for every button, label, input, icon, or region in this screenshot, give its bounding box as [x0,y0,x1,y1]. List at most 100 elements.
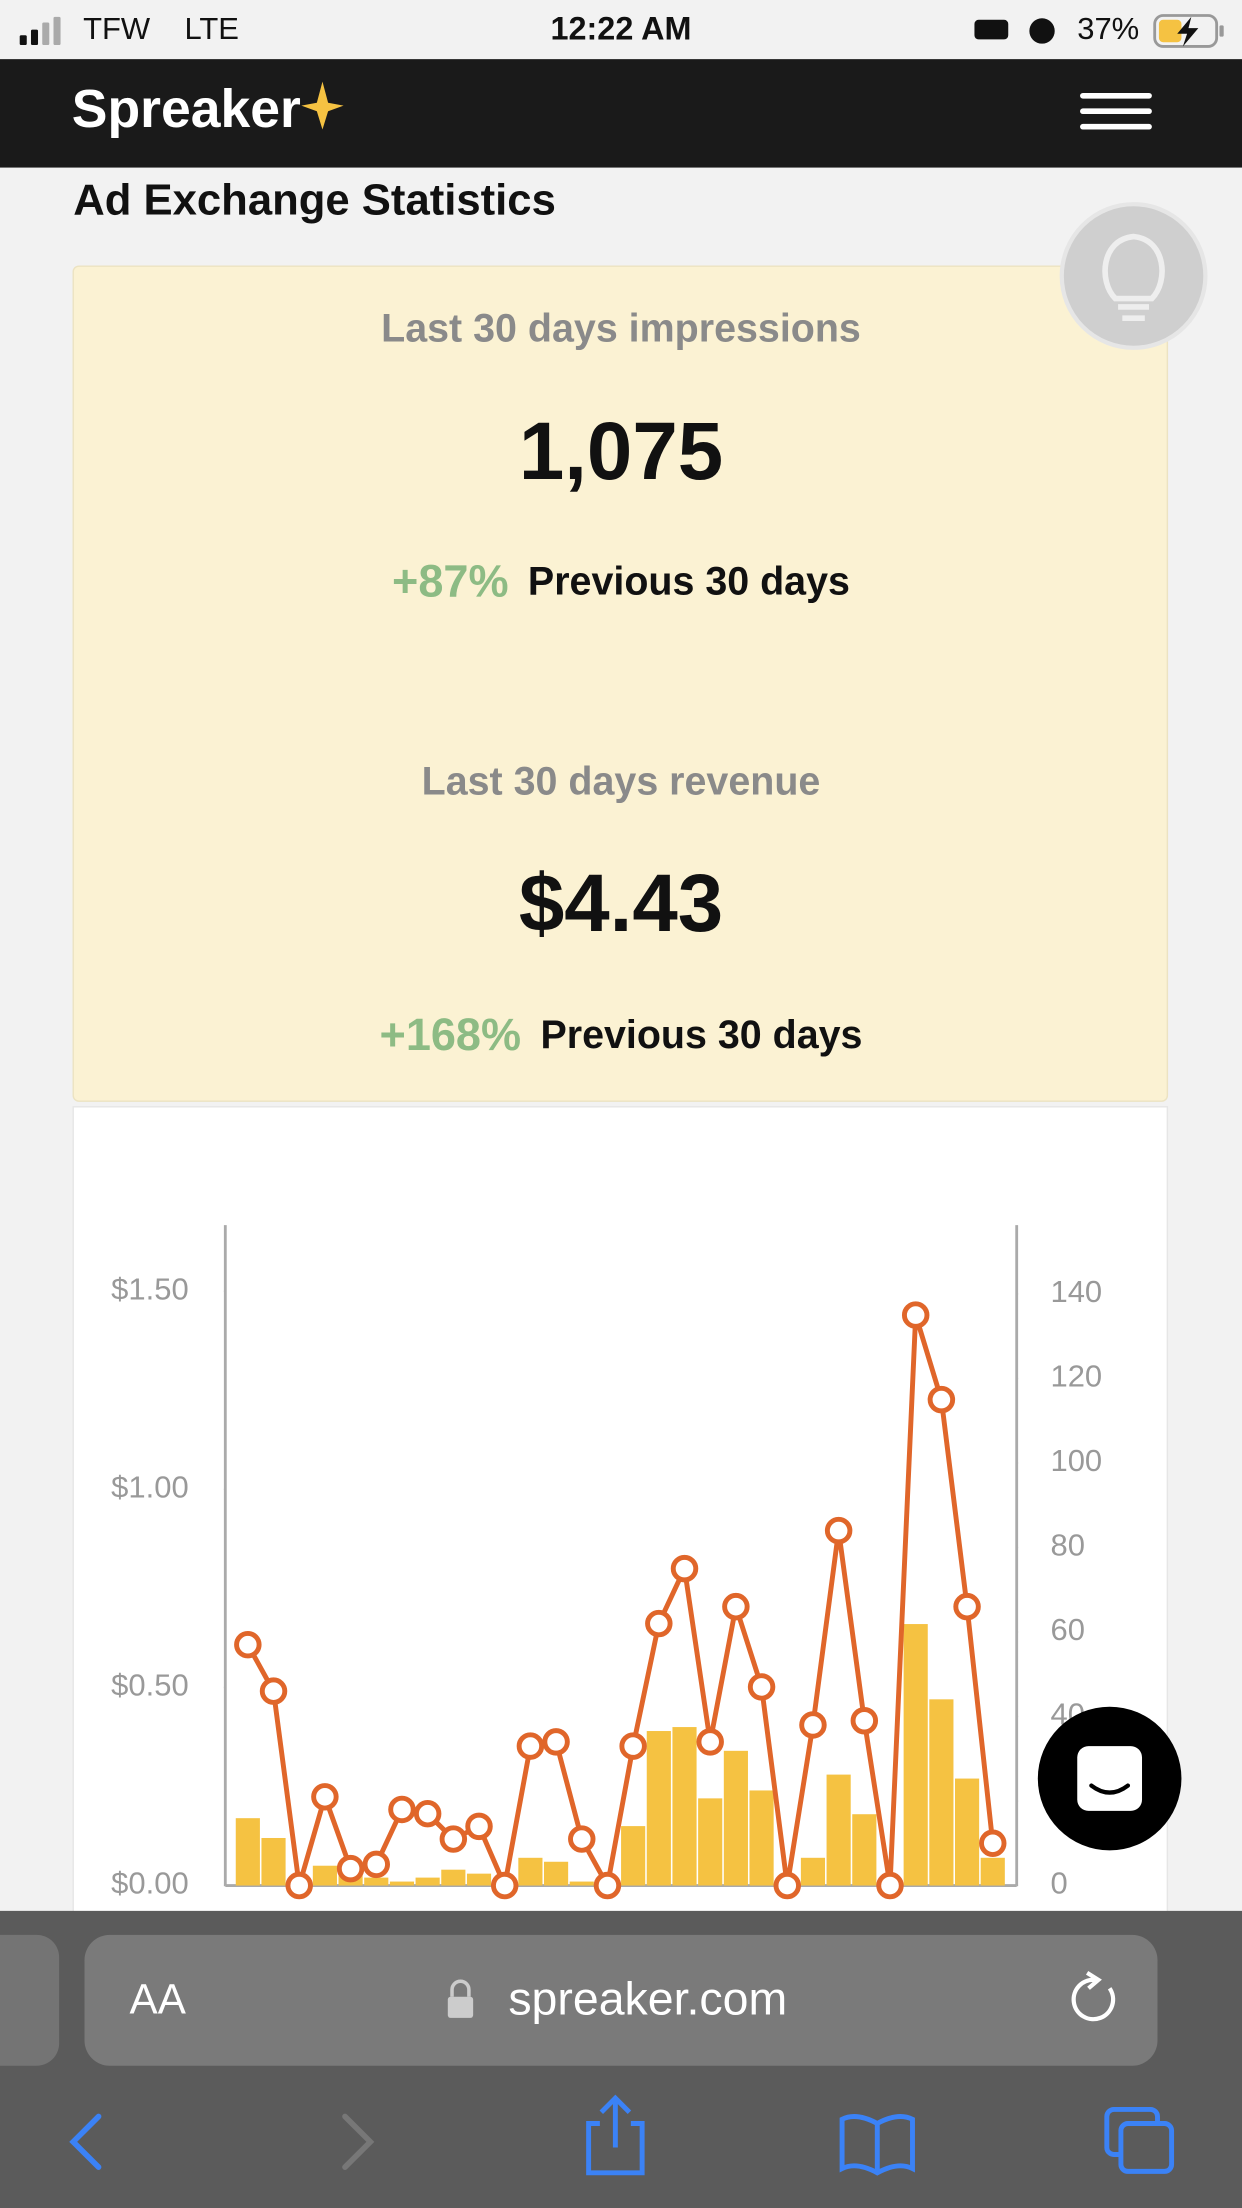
bar [723,1750,748,1886]
y2-tick-label: 120 [1050,1359,1102,1394]
stat-label: Last 30 days revenue [422,760,821,804]
line-point [516,1732,545,1760]
forward-button[interactable] [342,2113,375,2170]
carrier: TFW [83,11,151,46]
status-icons [974,18,1055,44]
text-size-button[interactable]: AA [130,1976,187,2023]
bar [235,1818,260,1886]
line-point [336,1854,365,1883]
y2-tick-label: 100 [1050,1443,1102,1478]
line-point [927,1385,956,1414]
line-point [773,1871,801,1900]
y-tick-label: $0.50 [111,1668,189,1703]
y2-tick-label: 60 [1050,1612,1084,1647]
bar [441,1869,466,1886]
line-point [542,1728,570,1756]
y2-tick-label: 80 [1050,1528,1084,1563]
line-point [568,1825,596,1853]
battery-icon [1153,14,1224,48]
signal-icon [19,16,61,46]
chat-button[interactable] [1037,1706,1182,1851]
bar [903,1624,928,1886]
battery-percent: 37% [1077,11,1139,46]
bar [954,1778,980,1886]
line-point [953,1592,981,1621]
bar [466,1873,492,1886]
line-point [799,1711,827,1739]
y-tick-label: $1.50 [111,1271,189,1306]
bar [929,1699,954,1886]
bar [312,1865,337,1886]
url: spreaker.com [508,1973,787,2025]
share-button[interactable] [586,2094,645,2176]
y-tick-label: $0.00 [111,1866,189,1901]
clock: 12:22 AM [551,11,692,47]
logo-star [301,81,344,130]
menu-button[interactable] [1080,92,1152,130]
bar [646,1731,671,1886]
y-tick-label: $1.00 [111,1470,189,1505]
bar [569,1881,594,1886]
line-point [593,1871,622,1900]
stats-card [72,265,1169,1102]
stat-change-percent: +168% [380,1009,522,1060]
line-point [388,1795,416,1824]
bar [621,1826,646,1886]
line-point [311,1783,339,1811]
line-point [670,1554,699,1583]
stat-comparison: Previous 30 days [540,1013,862,1057]
line-point [619,1732,647,1760]
stat-value: $4.43 [519,858,723,949]
line-point [465,1812,493,1841]
stat-comparison: Previous 30 days [528,560,850,604]
reload-button[interactable] [1071,1971,1116,2022]
stat-label: Last 30 days impressions [381,306,861,350]
line-point [259,1677,288,1705]
line-point [413,1799,442,1828]
line-point [747,1673,776,1701]
line-point [979,1829,1007,1858]
chart: $0.00$0.50$1.00$1.50020406080100120140 [111,1225,1102,1901]
line-point [285,1871,313,1900]
bar [672,1727,697,1886]
stat-change-percent: +87% [392,555,508,606]
line-point [490,1871,519,1900]
stat-value: 1,075 [519,406,723,497]
bar [261,1837,286,1886]
tabs-button[interactable] [1104,2106,1175,2174]
line-point [645,1609,673,1638]
stat-change: +87% Previous 30 days [392,555,850,606]
bar [698,1798,723,1886]
line-point [696,1728,724,1756]
line-point [722,1592,750,1621]
stat-change: +168% Previous 30 days [380,1009,863,1060]
bar [389,1881,415,1886]
app-header [0,59,1242,168]
previous-tab[interactable] [0,1934,60,2066]
bar [544,1861,569,1886]
line-point [850,1707,879,1735]
back-button[interactable] [69,2113,102,2170]
tips-button[interactable] [1059,202,1208,350]
line-point [824,1516,853,1545]
bar [518,1857,543,1886]
network: LTE [184,11,239,46]
bar [415,1877,440,1886]
page-title: Ad Exchange Statistics [73,175,556,224]
address-bar[interactable] [84,1934,1158,2066]
line-point [362,1850,391,1879]
bar [749,1790,774,1886]
lock-icon [447,1979,474,2018]
line-point [439,1825,468,1853]
line-point [876,1871,904,1900]
bar [852,1814,877,1886]
bar [364,1877,389,1886]
brand-logo[interactable]: Spreaker [72,80,301,139]
line-point [901,1301,930,1329]
bar [980,1857,1005,1886]
bar [826,1774,851,1886]
bar [800,1857,826,1886]
bookmarks-button[interactable] [839,2114,915,2176]
y2-tick-label: 140 [1050,1274,1102,1309]
